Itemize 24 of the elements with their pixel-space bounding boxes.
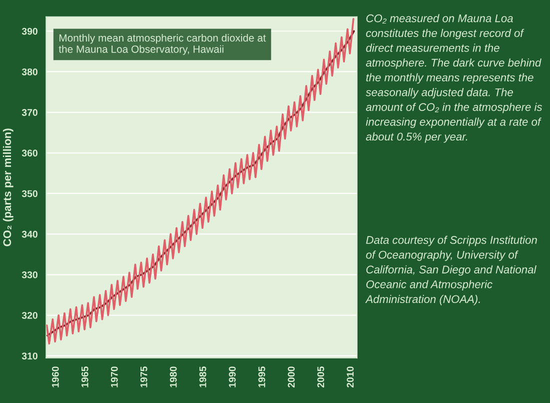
y-tick-label: 310	[22, 352, 38, 360]
x-tick-label: 1990	[228, 366, 236, 388]
x-tick-label: 2000	[288, 366, 295, 388]
annotation: Monthly mean atmospheric carbon dioxide at the Mauna Loa Observatory, Hawaii	[58, 34, 266, 55]
x-tick-label: 1970	[110, 366, 118, 388]
x-tick-label: 2010	[346, 366, 354, 388]
x-tick-label: 1960	[52, 366, 59, 388]
y-tick-label: 380	[22, 68, 38, 76]
y-tick-label: 360	[22, 150, 38, 157]
y-tick-label: 340	[22, 230, 38, 238]
y-axis-title: CO₂ (parts per million)	[2, 128, 14, 246]
y-tick-label: 370	[22, 109, 38, 116]
x-tick-label: 1985	[199, 366, 206, 388]
x-tick-label: 1980	[170, 366, 177, 388]
x-tick-label: 2005	[317, 366, 324, 388]
y-tick-label: 390	[22, 28, 38, 35]
text: Data courtesy of Scripps Institution of Oceanography, University of California, San Diego and National Oceanic and Atmospheric Administration (NOAA).	[365, 236, 537, 306]
y-tick-label: 320	[22, 312, 38, 319]
y-tick-label: 350	[22, 190, 38, 198]
x-tick-label: 1975	[140, 366, 148, 388]
y-tick-label: 330	[22, 271, 38, 278]
text: CO₂ measured on Mauna Loa constitutes the longest record of direct measurements in the atmosphere. The dark curve behind the monthly means represents the seasonally adjusted data. The amount of CO₂ in the atmosphere is increasing exponentially at a rate of about 0.5% per year.	[366, 14, 542, 143]
x-tick-label: 1965	[81, 366, 88, 388]
x-tick-label: 1995	[258, 366, 266, 388]
